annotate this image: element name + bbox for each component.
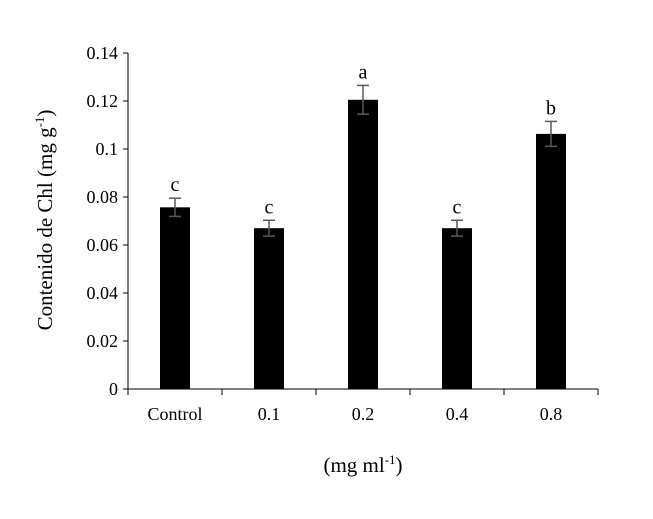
significance-letters-group: c c a c b (171, 61, 556, 218)
y-tick-label: 0.1 (96, 139, 119, 159)
y-axis-ticks: 0 0.02 0.04 0.06 0.08 0.1 0.12 0.14 (87, 43, 128, 399)
bar (536, 133, 566, 389)
bar (160, 207, 190, 389)
x-axis-label: (mg ml-1) (323, 452, 402, 477)
y-axis-label-superscript: -1 (32, 117, 47, 128)
y-tick-label: 0.06 (87, 235, 119, 255)
bar (442, 228, 472, 389)
significance-letter: c (265, 196, 274, 218)
y-axis-label-text: Contenido de Chl (mg g (33, 127, 57, 330)
x-tick-label: 0.8 (540, 404, 563, 424)
x-tick-label: Control (147, 404, 202, 424)
x-axis-label-superscript: -1 (385, 452, 396, 467)
x-axis-ticks: Control 0.1 0.2 0.4 0.8 (127, 389, 599, 424)
y-tick-label: 0.02 (87, 331, 119, 351)
x-axis-label-suffix: ) (396, 453, 403, 477)
x-tick-label: 0.1 (258, 404, 281, 424)
y-tick-label: 0 (109, 379, 118, 399)
bar (254, 228, 284, 389)
bars-group (160, 99, 566, 390)
x-tick-label: 0.2 (352, 404, 375, 424)
y-axis-label: Contenido de Chl (mg g-1) (32, 110, 57, 331)
y-tick-label: 0.08 (87, 187, 119, 207)
significance-letter: b (546, 97, 556, 119)
y-tick-label: 0.12 (87, 91, 119, 111)
significance-letter: a (359, 61, 368, 83)
error-bars-group (169, 84, 557, 237)
bar (348, 99, 378, 390)
x-tick-label: 0.4 (446, 404, 469, 424)
x-axis-label-text: (mg ml (323, 453, 384, 477)
y-axis-label-suffix: ) (33, 110, 57, 117)
y-tick-label: 0.14 (87, 43, 119, 63)
y-tick-label: 0.04 (87, 283, 119, 303)
significance-letter: c (171, 174, 180, 196)
significance-letter: c (453, 196, 462, 218)
